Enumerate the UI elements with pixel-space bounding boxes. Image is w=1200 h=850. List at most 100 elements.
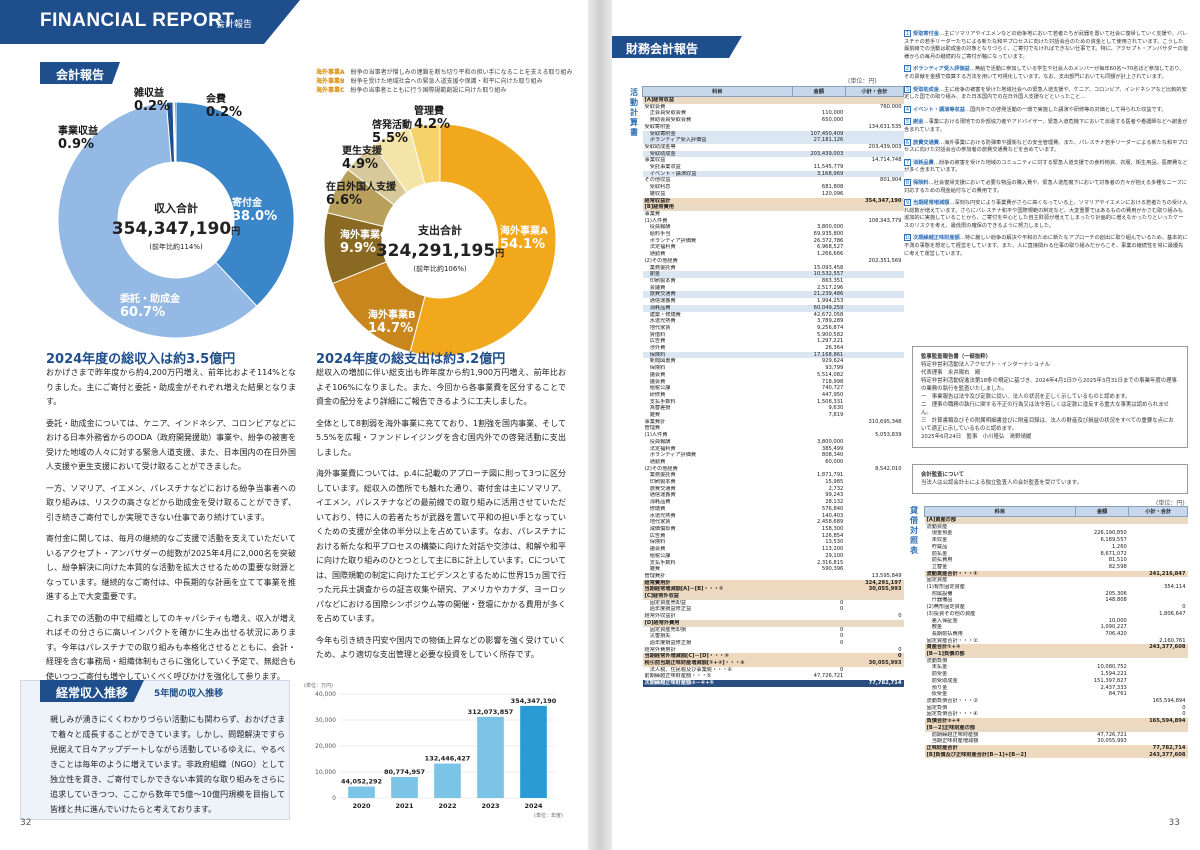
income-heading: 2024年度の総収入は約3.5億円: [46, 352, 236, 367]
pl-row: 地代家賃 2,458,689: [643, 519, 904, 526]
bs-item-cell: 流動資産合計・・・①: [924, 570, 1076, 578]
pl-subtotal-cell: [845, 385, 903, 392]
pl-amount-cell: 29,100: [825, 552, 844, 559]
revenue-bar-chart: 40,000 30,000 20,000 10,000 0 44,052,292 2020 8…: [315, 691, 557, 810]
pl-row: 当期経常増減額[A]－[B]・・・① 30,055,993: [642, 586, 904, 594]
pl-amount-cell: 99,243: [825, 492, 844, 499]
pl-subtotal-cell: [845, 318, 903, 325]
pl-row: 受取助成金等 203,439,003: [643, 144, 904, 151]
bs-amount-cell: 1,260: [1111, 543, 1127, 550]
income-center: 収入合計 354,347,190円 (前年比約114%): [106, 200, 246, 252]
bs-item-cell: 資産合計①+②: [924, 644, 1076, 652]
pl-amount-cell: [792, 211, 845, 218]
pl-amount-cell: [792, 573, 845, 580]
bs-row: 前払金 8,671,072: [925, 551, 1188, 558]
pl-row: 旅費交通費 21,239,486: [642, 291, 904, 299]
bs-row: 什器備品 148,808: [925, 597, 1188, 604]
pl-row: (1)人件費 5,053,839: [643, 432, 904, 439]
pl-subtotal-cell: [845, 278, 903, 285]
pl-amount-cell: 120,096: [821, 190, 844, 197]
pl-subtotal-cell: 324,291,197: [845, 579, 904, 587]
pl-amount-cell: 15,985: [825, 479, 844, 486]
bs-subtotal-cell: [1129, 658, 1188, 665]
bs-row: (1)有形固定資産 354,114: [925, 584, 1188, 591]
expense-total-value: 324,291,195円: [375, 241, 505, 261]
pl-row: 過年度損益修正損 0: [643, 640, 904, 647]
pl-amount-cell: 69,935,800: [813, 231, 844, 238]
pl-amount-cell: [792, 579, 846, 587]
pl-item-cell: 雑費: [644, 566, 661, 573]
statement-note: 2 ボランティア受入評価益…無給で活動に参加している学生や社会人のメンバーが毎年6…: [904, 65, 1185, 80]
bs-item-cell: 附属設備: [926, 590, 953, 597]
revenue-bar-2023: [477, 716, 504, 798]
bs-item-cell: 負債合計③+④: [924, 718, 1076, 725]
bs-item-cell: (1)有形固定資産: [926, 584, 965, 591]
revenue-bar-value-label: 80,774,957: [384, 768, 425, 776]
bs-amount-cell: 1,090,227: [1100, 624, 1127, 631]
pl-subtotal-cell: [845, 640, 903, 647]
pl-subtotal-cell: [845, 533, 903, 540]
pl-amount-cell: [792, 593, 846, 600]
expense-slice-0: [409, 123, 557, 357]
pl-amount-cell: 740,727: [821, 385, 844, 392]
bar-unit-label: (単位：万円): [304, 683, 333, 689]
pl-subtotal-cell: [845, 499, 903, 506]
pl-item-cell: 固定資産売却益: [644, 599, 687, 606]
pl-row: 管理費計 13,595,849: [643, 573, 904, 580]
bs-subtotal-cell: 243,377,608: [1128, 644, 1188, 652]
pl-amount-cell: 0: [840, 599, 844, 606]
pl-row: 役員報酬 3,800,000: [643, 439, 904, 446]
audit-note-box: 会計監査について 当法人は公認会計士による独立監査人の会計監査を受けています。: [912, 464, 1188, 494]
pl-row: 雑費 7,819: [643, 412, 904, 419]
pl-subtotal-cell: [845, 332, 903, 339]
legend-note-a: 海外事業A 紛争の当事者が憎しみの連鎖を断ち切り平和の担い手になることを支える取…: [316, 69, 573, 76]
bs-row: 現金預金 226,190,850: [925, 530, 1188, 537]
income-label-grants: 委託・助成金 60.7%: [120, 294, 180, 320]
bs-amount-cell: [1075, 751, 1129, 759]
pl-row: 地代家賃 9,256,874: [643, 325, 904, 332]
bs-subtotal-cell: [1129, 524, 1188, 531]
pl-row: ボランティア受入評価益 27,181,126: [642, 137, 904, 144]
bs-subtotal-cell: [1128, 516, 1188, 524]
income-label-business: 事業収益 0.9%: [58, 126, 98, 152]
pl-amount-cell: 2,517,296: [816, 284, 844, 291]
expense-text: 総収入の増加に伴い総支出も昨年度から約1,900万円増え、前年比およそ106%に…: [316, 368, 566, 659]
audit-report-box: 監事監査報告書（一部抜粋） 特定非営利活動法人アクセプト・インターナショナル 代…: [912, 346, 1188, 448]
pl-item-cell: 広告費: [644, 338, 666, 345]
pl-amount-cell: 15,093,458: [813, 264, 844, 271]
pl-item-cell: 保険料: [644, 539, 666, 546]
pl-row: 正会員受取会費 110,000: [643, 110, 904, 117]
pl-row: 会議費 2,517,296: [643, 285, 904, 292]
bar-y-tick: 30,000: [315, 717, 336, 724]
pl-subtotal-cell: [845, 325, 903, 332]
bs-item-cell: [A]資産の部: [924, 516, 1076, 524]
pl-row: (1)人件費 108,343,779: [643, 218, 904, 225]
pl-amount-cell: 26,372,786: [813, 237, 844, 244]
bs-subtotal-cell: [1129, 664, 1188, 671]
pl-subtotal-cell: [845, 345, 903, 352]
bs-row: 仮受金 84,761: [925, 691, 1188, 698]
legend-note-c: 海外事業C 紛争の当事者とともに行う国際規範創設に向けた取り組み: [316, 87, 507, 94]
bs-row: 流動資産合計・・・① 241,216,847: [924, 570, 1188, 578]
pl-item-cell: 消耗品費: [642, 304, 793, 312]
pl-subtotal-cell: [845, 399, 903, 406]
pl-subtotal-cell: 801,904: [880, 177, 902, 184]
pl-row: 支払手数料 1,508,331: [643, 399, 904, 406]
expense-label-a: 海外事業A 54.1%: [500, 226, 548, 252]
bs-subtotal-cell: 0: [1182, 711, 1186, 718]
bs-amount-cell: 82,598: [1108, 563, 1127, 570]
pl-row: 広告費 126,854: [643, 533, 904, 540]
pl-item-cell: 受託事業収益: [644, 164, 681, 171]
pl-subtotal-cell: [845, 412, 903, 419]
bs-row: 流動資産: [925, 524, 1188, 531]
bs-row: (2)無形固定資産 0: [925, 604, 1188, 611]
bs-item-cell: [B－1]負債の部: [924, 651, 1076, 658]
pl-subtotal-cell: [845, 600, 903, 607]
bs-amount-cell: [1075, 638, 1129, 645]
pl-row: その他収益 801,904: [643, 177, 904, 184]
pl-row: 雑収益 120,096: [643, 191, 904, 198]
bs-subtotal-cell: [1129, 738, 1188, 745]
bs-amount-cell: 226,190,850: [1093, 530, 1127, 537]
pl-subtotal-cell: [845, 244, 903, 251]
